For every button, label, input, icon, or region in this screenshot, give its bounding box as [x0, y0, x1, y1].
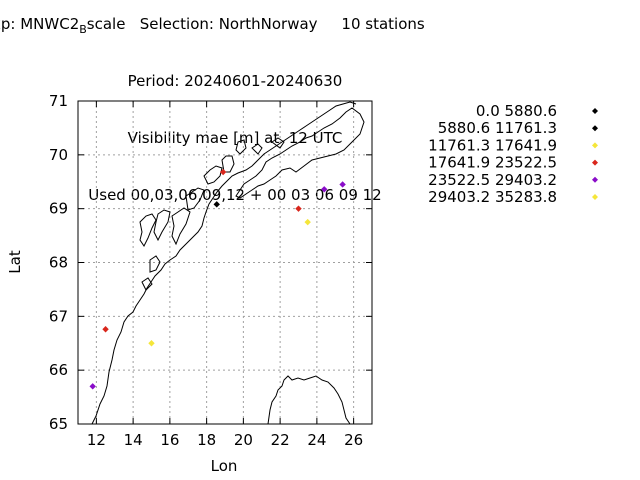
coastline-finland	[267, 375, 351, 425]
legend-marker	[592, 108, 598, 114]
island-2	[153, 209, 171, 242]
x-tick-label: 16	[160, 431, 179, 449]
station-point	[321, 186, 328, 193]
y-tick-label: 68	[49, 254, 68, 272]
selection-label: Selection: NorthNorway	[139, 15, 318, 33]
station-count: 10 stations	[341, 15, 425, 33]
x-tick-label: 20	[234, 431, 253, 449]
experiment-subscript: B	[79, 23, 87, 36]
y-tick-label: 67	[49, 307, 68, 325]
x-tick-label: 24	[307, 431, 326, 449]
metric-label: Visibility mae [m] at 12 UTC	[127, 129, 343, 147]
island-9	[271, 137, 285, 149]
legend-label: 11761.3 17641.9	[428, 136, 557, 154]
station-point	[89, 383, 96, 390]
y-tick-label: 65	[49, 415, 68, 433]
experiment-suffix: scale	[86, 15, 126, 33]
station-point	[219, 168, 227, 176]
coastline-inner	[235, 107, 365, 199]
legend-label: 5880.6 11761.3	[438, 119, 557, 137]
x-axis-label: Lon	[211, 457, 238, 475]
island-1	[139, 213, 157, 247]
title-block: Period: 20240601-20240630 Visibility mae…	[0, 34, 470, 224]
grid	[78, 100, 372, 425]
island-4	[185, 187, 205, 211]
experiment-prefix: xp: MNWC2	[0, 15, 80, 33]
x-tick-label: 12	[87, 431, 106, 449]
y-tick-label: 66	[49, 361, 68, 379]
station-points	[89, 168, 346, 390]
legend-marker	[592, 125, 598, 132]
legend-label: 0.0 5880.6	[476, 102, 557, 120]
legend-marker	[592, 142, 598, 149]
island-8	[251, 143, 263, 155]
island-11	[141, 277, 153, 291]
island-7	[235, 139, 247, 155]
legend-marker	[592, 176, 598, 183]
experiment-title: xp: MNWC2Bscale Selection: NorthNorway 1…	[0, 15, 425, 39]
x-tick-label: 22	[271, 431, 290, 449]
legend-marker	[592, 159, 598, 166]
station-point	[148, 340, 155, 347]
y-tick-label: 71	[49, 92, 68, 110]
station-point	[102, 326, 109, 333]
period-label: Period: 20240601-20240630	[127, 72, 343, 90]
legend-label: 17641.9 23522.5	[428, 154, 557, 172]
x-tick-label: 18	[197, 431, 216, 449]
station-point	[295, 205, 302, 212]
x-tick-label: 26	[344, 431, 363, 449]
y-tick-label: 69	[49, 200, 68, 218]
x-tick-label: 14	[124, 431, 143, 449]
island-3	[171, 207, 191, 246]
coastline-norway	[91, 101, 357, 425]
axis-ticks: 12 14 16 18 20 22 24 26 65 66 67 68 69 70 71	[49, 92, 372, 449]
legend-marker	[592, 194, 598, 200]
island-10	[149, 255, 161, 273]
station-point	[213, 201, 220, 208]
island-5	[203, 165, 223, 185]
y-axis-label: Lat	[6, 250, 24, 274]
station-point	[339, 181, 346, 188]
y-tick-label: 70	[49, 146, 68, 164]
coastline-map	[91, 101, 365, 425]
station-point	[304, 218, 311, 226]
legend-label: 23522.5 29403.2	[428, 171, 557, 189]
legend-label: 29403.2 35283.8	[428, 188, 557, 206]
